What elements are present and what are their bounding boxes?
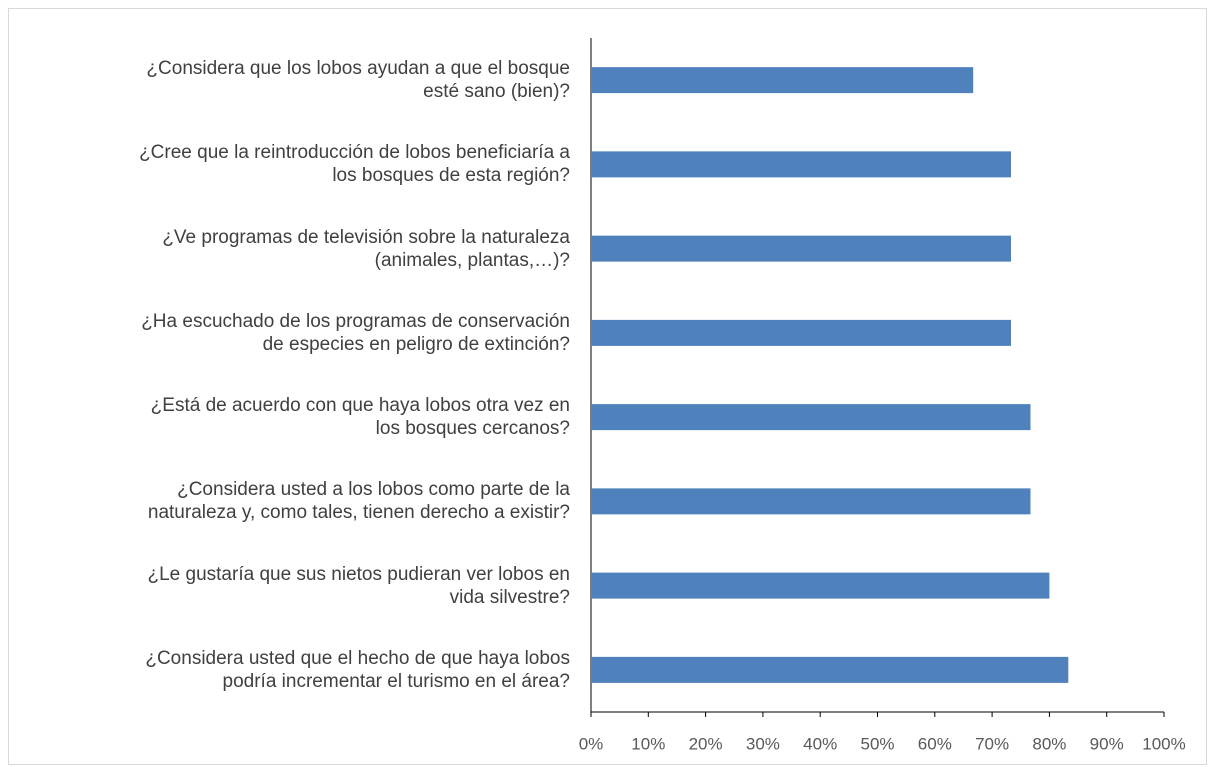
x-tick-label: 90% (1090, 734, 1124, 753)
bar (591, 235, 1012, 262)
y-tick-label: ¿Considera usted a los lobos como parte … (147, 479, 570, 524)
bar (591, 488, 1031, 515)
x-tick-label: 70% (975, 734, 1009, 753)
chart-border (8, 8, 1207, 765)
x-tick-label: 100% (1142, 734, 1185, 753)
bar (591, 404, 1031, 431)
y-tick-label: ¿Considera usted que el hecho de que hay… (145, 647, 570, 692)
bar (591, 656, 1069, 683)
bar (591, 572, 1050, 599)
y-tick-label: ¿Considera que los lobos ayudan a que el… (146, 58, 570, 103)
x-tick-label: 10% (631, 734, 665, 753)
x-tick-label: 80% (1032, 734, 1066, 753)
bar (591, 151, 1012, 178)
x-tick-label: 50% (860, 734, 894, 753)
bar (591, 67, 974, 94)
y-tick-label: ¿Ve programas de televisión sobre la nat… (162, 226, 570, 271)
bar (591, 319, 1012, 346)
x-tick-label: 20% (689, 734, 723, 753)
y-tick-label: ¿Le gustaría que sus nietos pudieran ver… (147, 563, 571, 608)
x-tick-label: 30% (746, 734, 780, 753)
y-tick-label: ¿Está de acuerdo con que haya lobos otra… (150, 395, 570, 440)
y-tick-label: ¿Cree que la reintroducción de lobos ben… (139, 142, 570, 187)
y-tick-label: ¿Ha escuchado de los programas de conser… (141, 310, 570, 355)
x-tick-label: 0% (579, 734, 604, 753)
x-tick-label: 40% (803, 734, 837, 753)
x-tick-label: 60% (918, 734, 952, 753)
